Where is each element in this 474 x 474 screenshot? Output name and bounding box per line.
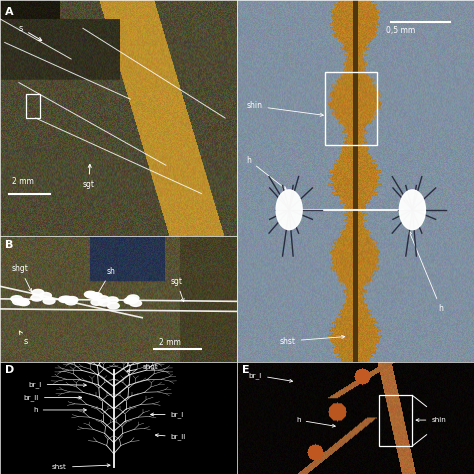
Circle shape <box>130 300 142 306</box>
Circle shape <box>276 190 302 230</box>
Text: br_l: br_l <box>151 411 184 418</box>
Text: 2 mm: 2 mm <box>159 338 181 347</box>
Circle shape <box>91 292 102 299</box>
Text: sgt: sgt <box>171 277 184 301</box>
Circle shape <box>124 298 136 304</box>
Circle shape <box>84 291 96 298</box>
Text: br_l: br_l <box>28 381 86 388</box>
Circle shape <box>18 300 29 306</box>
Bar <box>379 395 412 446</box>
Circle shape <box>61 296 73 302</box>
Text: shin: shin <box>246 101 323 116</box>
Circle shape <box>13 299 25 305</box>
Text: A: A <box>5 7 13 17</box>
Circle shape <box>107 297 118 303</box>
Circle shape <box>11 296 23 302</box>
Circle shape <box>31 295 43 301</box>
Circle shape <box>43 298 55 304</box>
Text: sgt: sgt <box>83 164 95 189</box>
Circle shape <box>99 300 110 306</box>
Bar <box>26 94 40 118</box>
Text: h: h <box>246 156 286 190</box>
Text: 0,5 mm: 0,5 mm <box>386 26 416 35</box>
Circle shape <box>65 299 77 305</box>
Circle shape <box>86 292 98 298</box>
Text: shin: shin <box>416 417 446 423</box>
Circle shape <box>108 302 119 309</box>
Text: shgt: shgt <box>12 264 32 292</box>
Text: h: h <box>409 231 443 313</box>
Text: shst: shst <box>280 335 345 346</box>
Text: br_ll: br_ll <box>155 434 186 440</box>
Text: br_ll: br_ll <box>24 394 82 401</box>
Text: E: E <box>242 365 249 375</box>
Text: s: s <box>19 331 28 346</box>
Text: D: D <box>5 365 14 375</box>
Text: sh: sh <box>97 267 116 296</box>
Text: br_l: br_l <box>249 372 292 382</box>
Text: h: h <box>33 407 86 413</box>
Circle shape <box>39 292 51 299</box>
Text: shgt: shgt <box>127 365 158 372</box>
Circle shape <box>91 299 103 305</box>
Text: s: s <box>19 24 42 40</box>
Text: shst: shst <box>52 464 110 470</box>
Circle shape <box>399 190 426 230</box>
Circle shape <box>32 290 44 296</box>
Circle shape <box>127 295 139 301</box>
Text: 2 mm: 2 mm <box>12 177 34 186</box>
Circle shape <box>59 296 71 302</box>
Circle shape <box>126 297 138 303</box>
Text: h: h <box>296 417 335 427</box>
Bar <box>325 73 377 145</box>
Text: B: B <box>5 240 13 250</box>
Circle shape <box>97 296 109 302</box>
Circle shape <box>66 297 78 303</box>
Circle shape <box>17 298 28 304</box>
